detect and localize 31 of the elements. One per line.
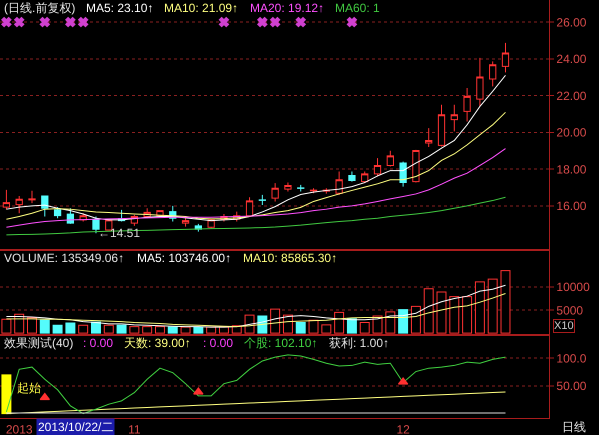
text: MA10: 85865.30↑ — [243, 251, 338, 265]
y-tick-label: 100.0 — [556, 351, 587, 366]
chart-title: VOLUME: 135349.06↑ — [4, 251, 124, 265]
chart-title: 效果测试(40) — [4, 336, 74, 350]
y-tick-label: 16.00 — [556, 199, 587, 214]
text: 日线 — [562, 420, 586, 434]
y-tick-label: 5000 — [556, 303, 584, 318]
y-tick-label: 20.00 — [556, 126, 587, 140]
y-tick-label: 24.00 — [556, 52, 587, 66]
y-tick-label: 26.00 — [556, 15, 587, 30]
text: MA20: 19.12↑ — [250, 1, 324, 15]
text: MA5: 23.10↑ — [86, 1, 154, 15]
text: 2013/10/22/二 — [38, 420, 114, 434]
text: MA60: 1 — [335, 1, 380, 15]
y-tick-label: 50.00 — [556, 379, 587, 394]
y-tick-label: 18.00 — [556, 162, 587, 176]
text: MA5: 103746.00↑ — [137, 251, 232, 265]
text: MA10: 21.09↑ — [164, 1, 238, 15]
legend-label: : 0.00 — [83, 336, 114, 350]
series-label: 个股: 102.10↑ — [244, 336, 318, 350]
text: 天数: 39.00↑ — [124, 336, 191, 350]
text: 获利: 1.00↑ — [329, 336, 390, 350]
x-tick-label: 2013 — [6, 422, 33, 435]
y-tick-label: 22.00 — [556, 88, 587, 103]
x-tick-label: 12 — [396, 422, 410, 435]
chart-title: (日线.前复权) — [4, 1, 76, 15]
legend-label: : 0.00 — [203, 336, 234, 350]
y-axis-title: X10 — [554, 320, 574, 332]
annotation: 起始 — [17, 381, 41, 395]
y-tick-label: 10000 — [556, 280, 590, 294]
x-tick-label: 11 — [128, 422, 141, 435]
